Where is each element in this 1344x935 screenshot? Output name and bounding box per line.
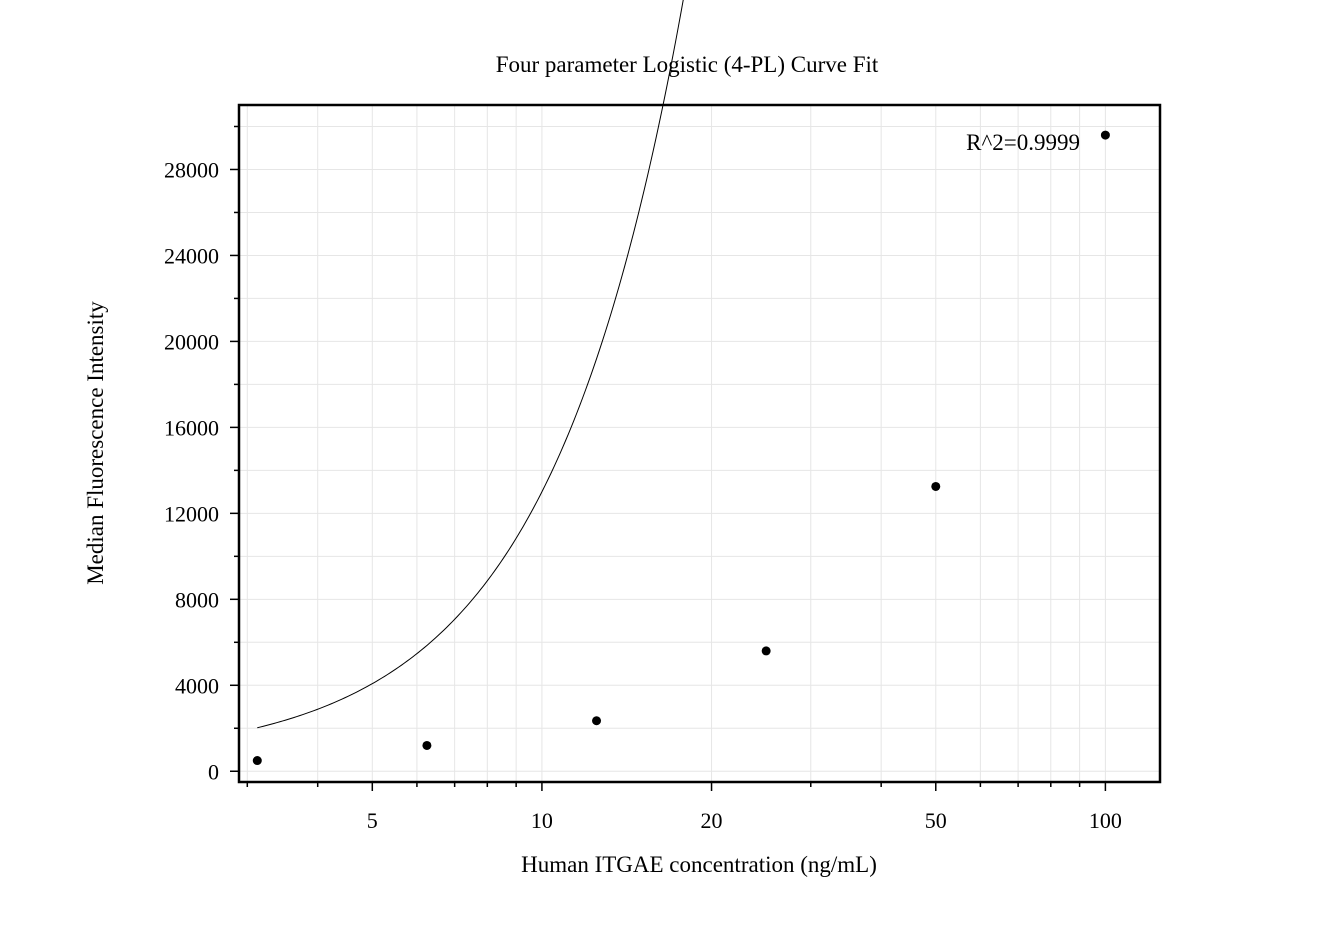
data-point <box>761 646 771 656</box>
x-tick-label: 20 <box>701 808 723 833</box>
chart-title: Four parameter Logistic (4-PL) Curve Fit <box>496 52 879 77</box>
x-tick-label: 10 <box>531 808 553 833</box>
plot-frame <box>237 103 1162 784</box>
r-squared-annotation: R^2=0.9999 <box>966 130 1080 155</box>
x-tick-label: 50 <box>925 808 947 833</box>
x-axis-label: Human ITGAE concentration (ng/mL) <box>521 852 877 877</box>
x-tick-label: 100 <box>1089 808 1122 833</box>
grid <box>239 105 1160 782</box>
data-points <box>252 130 1110 766</box>
y-tick-label: 12000 <box>164 501 219 526</box>
y-tick-label: 4000 <box>175 673 219 698</box>
y-axis-label: Median Fluorescence Intensity <box>83 301 108 585</box>
data-point <box>931 481 941 491</box>
data-point <box>422 740 432 750</box>
y-tick-label: 20000 <box>164 329 219 354</box>
data-point <box>252 756 262 766</box>
y-tick-label: 24000 <box>164 243 219 268</box>
y-tick-label: 28000 <box>164 157 219 182</box>
x-axis-ticks: 5 10 20 50 100 <box>246 782 1122 833</box>
fit-curve <box>257 0 684 729</box>
data-point <box>592 716 602 726</box>
y-axis-ticks: 0 4000 8000 12000 16000 20000 24000 28000 <box>164 125 239 784</box>
y-tick-label: 0 <box>208 759 219 784</box>
data-point <box>1100 130 1110 140</box>
x-tick-label: 5 <box>367 808 378 833</box>
y-tick-label: 16000 <box>164 415 219 440</box>
y-tick-label: 8000 <box>175 587 219 612</box>
